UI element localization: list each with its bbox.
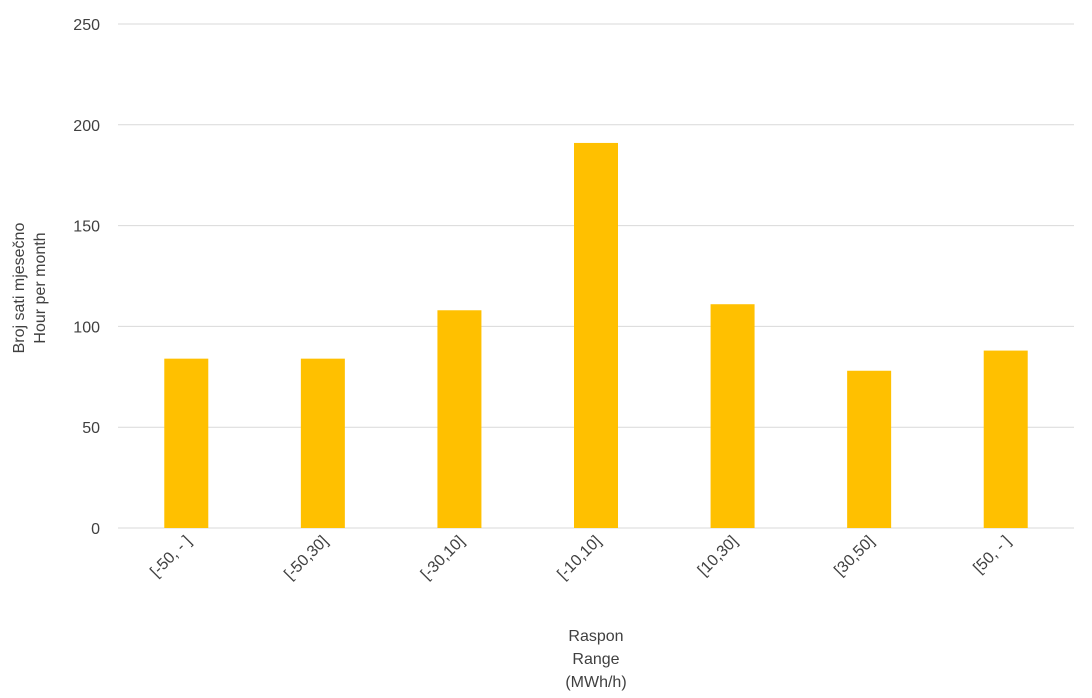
- x-axis-title-line: Range: [572, 651, 619, 668]
- y-axis-title-line: Hour per month: [32, 232, 49, 343]
- y-tick-label: 150: [73, 219, 100, 236]
- x-axis-tick-labels: [-50, - ] [-50,30] [-30,10] [-10,10] [10,30]…: [147, 533, 1014, 583]
- x-axis-title-line: Raspon: [568, 628, 623, 645]
- x-tick-label: [-50,30]: [281, 533, 331, 583]
- y-axis-tick-labels: 0 50 100 150 200 250: [73, 17, 100, 538]
- y-axis-title: Broj sati mjesečno Hour per month: [11, 223, 49, 354]
- y-axis-title-line: Broj sati mjesečno: [11, 223, 28, 354]
- bar: [574, 142, 618, 528]
- bar: [983, 350, 1028, 528]
- y-tick-label: 250: [73, 17, 100, 34]
- x-tick-label: [50, - ]: [970, 533, 1014, 577]
- x-tick-label: [-30,10]: [418, 533, 468, 583]
- x-tick-label: [30,50]: [831, 533, 878, 580]
- bar: [710, 304, 755, 528]
- y-tick-label: 0: [91, 521, 100, 538]
- bar: [437, 310, 482, 528]
- y-tick-label: 200: [73, 118, 100, 135]
- y-tick-label: 50: [82, 420, 100, 437]
- x-axis-title: Raspon Range (MWh/h): [565, 628, 626, 691]
- x-tick-label: [10,30]: [695, 533, 742, 580]
- bars: [164, 142, 1028, 528]
- x-tick-label: [-50, - ]: [147, 533, 195, 581]
- x-tick-label: [-10,10]: [554, 533, 604, 583]
- bar: [300, 358, 345, 528]
- bar: [847, 370, 892, 528]
- bar: [164, 358, 209, 528]
- y-tick-label: 100: [73, 319, 100, 336]
- x-axis-title-line: (MWh/h): [565, 674, 626, 691]
